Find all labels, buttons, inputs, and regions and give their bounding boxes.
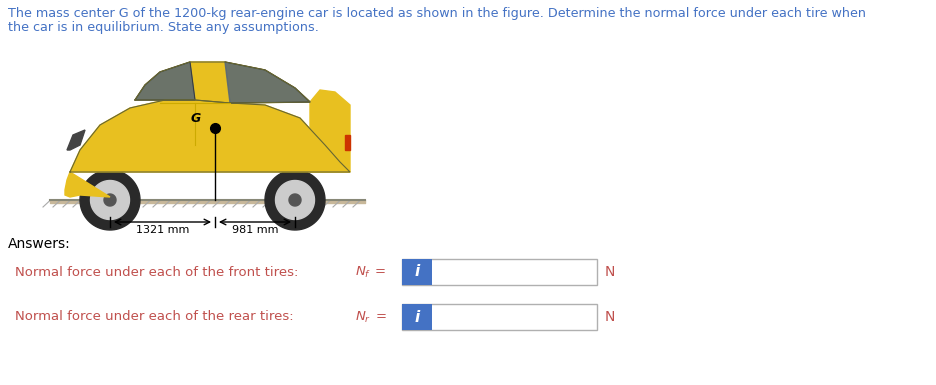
Text: $N_f\/$ =: $N_f\/$ = [355, 264, 387, 280]
Polygon shape [80, 170, 140, 230]
Bar [402, 259, 597, 285]
Text: $N_r\/$ =: $N_r\/$ = [355, 310, 388, 325]
Text: the car is in equilibrium. State any assumptions.: the car is in equilibrium. State any ass… [8, 21, 319, 34]
Polygon shape [70, 100, 350, 172]
Text: 981 mm: 981 mm [232, 225, 278, 235]
Polygon shape [135, 62, 195, 100]
Text: N: N [605, 265, 615, 279]
Text: G: G [191, 112, 201, 125]
Polygon shape [289, 194, 301, 206]
Text: N: N [605, 310, 615, 324]
Polygon shape [345, 135, 350, 150]
Polygon shape [275, 181, 314, 219]
Bar [402, 304, 432, 330]
Polygon shape [225, 62, 310, 103]
Polygon shape [310, 90, 350, 172]
Polygon shape [104, 194, 116, 206]
Text: The mass center G of the 1200-kg rear-engine car is located as shown in the figu: The mass center G of the 1200-kg rear-en… [8, 7, 866, 20]
Text: 1321 mm: 1321 mm [136, 225, 189, 235]
Text: Normal force under each of the front tires:: Normal force under each of the front tir… [15, 266, 299, 278]
Polygon shape [265, 170, 325, 230]
Text: i: i [415, 310, 419, 325]
Polygon shape [65, 172, 110, 197]
Polygon shape [91, 181, 129, 219]
Polygon shape [135, 62, 310, 103]
Text: i: i [415, 264, 419, 280]
Polygon shape [67, 130, 85, 150]
Bar [402, 304, 597, 330]
Text: Normal force under each of the rear tires:: Normal force under each of the rear tire… [15, 310, 294, 323]
Text: Answers:: Answers: [8, 237, 71, 251]
Bar [402, 259, 432, 285]
